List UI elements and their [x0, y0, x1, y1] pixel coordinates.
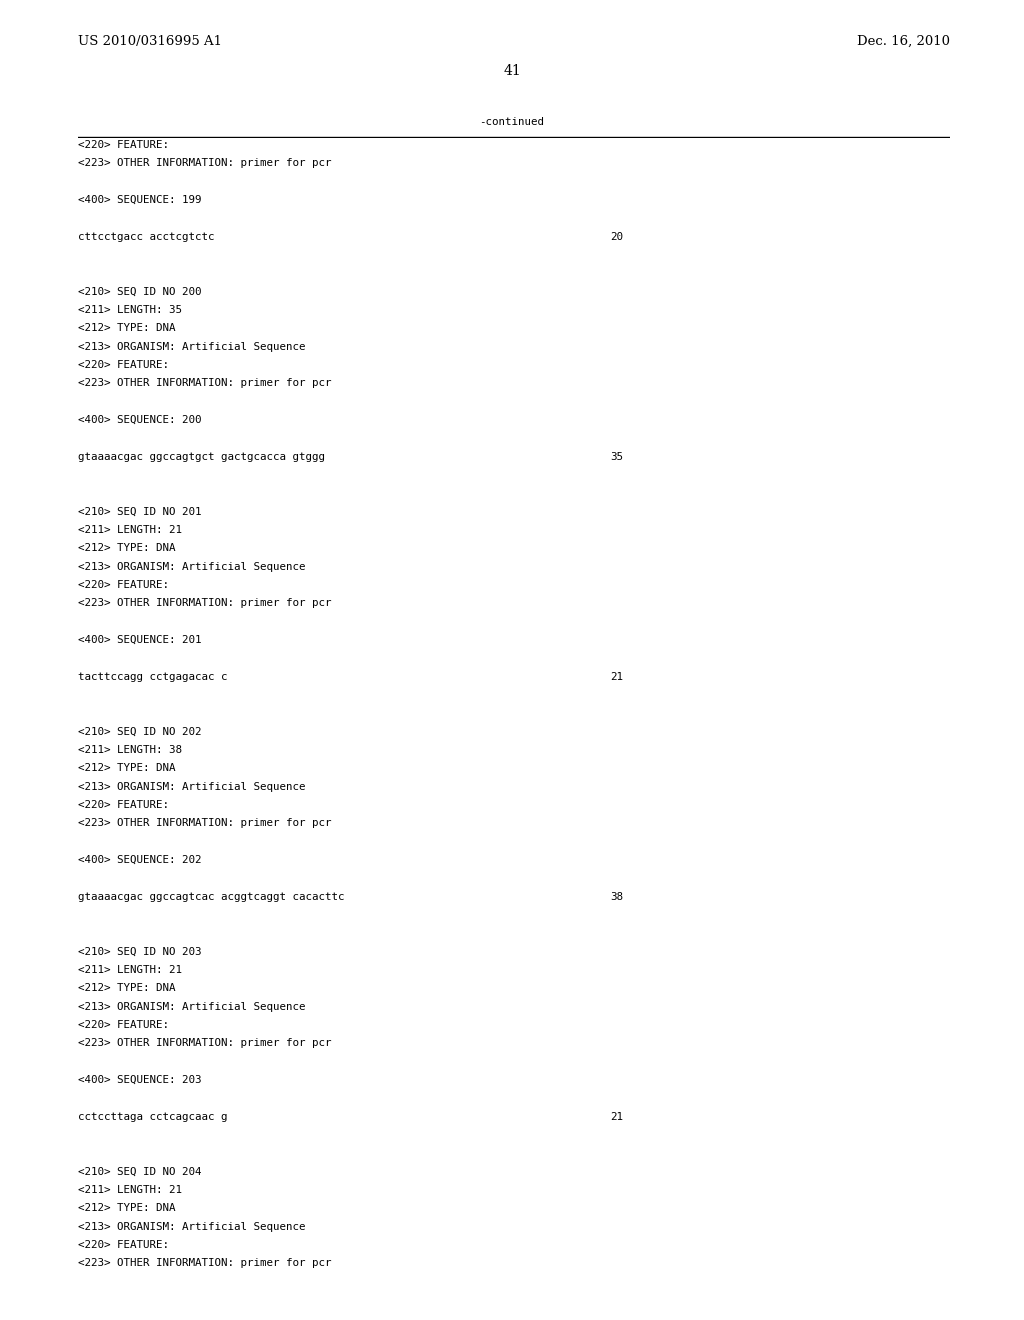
Text: <210> SEQ ID NO 204: <210> SEQ ID NO 204	[78, 1167, 202, 1176]
Text: <212> TYPE: DNA: <212> TYPE: DNA	[78, 323, 175, 334]
Text: <220> FEATURE:: <220> FEATURE:	[78, 579, 169, 590]
Text: <223> OTHER INFORMATION: primer for pcr: <223> OTHER INFORMATION: primer for pcr	[78, 379, 332, 388]
Text: <213> ORGANISM: Artificial Sequence: <213> ORGANISM: Artificial Sequence	[78, 1222, 305, 1232]
Text: <220> FEATURE:: <220> FEATURE:	[78, 1239, 169, 1250]
Text: <211> LENGTH: 21: <211> LENGTH: 21	[78, 965, 182, 975]
Text: 21: 21	[610, 1111, 623, 1122]
Text: <213> ORGANISM: Artificial Sequence: <213> ORGANISM: Artificial Sequence	[78, 342, 305, 351]
Text: gtaaaacgac ggccagtgct gactgcacca gtggg: gtaaaacgac ggccagtgct gactgcacca gtggg	[78, 451, 325, 462]
Text: 38: 38	[610, 892, 623, 902]
Text: <213> ORGANISM: Artificial Sequence: <213> ORGANISM: Artificial Sequence	[78, 781, 305, 792]
Text: <400> SEQUENCE: 203: <400> SEQUENCE: 203	[78, 1074, 202, 1085]
Text: <400> SEQUENCE: 202: <400> SEQUENCE: 202	[78, 855, 202, 865]
Text: <223> OTHER INFORMATION: primer for pcr: <223> OTHER INFORMATION: primer for pcr	[78, 598, 332, 609]
Text: <210> SEQ ID NO 200: <210> SEQ ID NO 200	[78, 286, 202, 297]
Text: <212> TYPE: DNA: <212> TYPE: DNA	[78, 544, 175, 553]
Text: <210> SEQ ID NO 202: <210> SEQ ID NO 202	[78, 727, 202, 737]
Text: cttcctgacc acctcgtctc: cttcctgacc acctcgtctc	[78, 232, 214, 242]
Text: <213> ORGANISM: Artificial Sequence: <213> ORGANISM: Artificial Sequence	[78, 562, 305, 572]
Text: <223> OTHER INFORMATION: primer for pcr: <223> OTHER INFORMATION: primer for pcr	[78, 818, 332, 829]
Text: <212> TYPE: DNA: <212> TYPE: DNA	[78, 983, 175, 994]
Text: <213> ORGANISM: Artificial Sequence: <213> ORGANISM: Artificial Sequence	[78, 1002, 305, 1011]
Text: <400> SEQUENCE: 201: <400> SEQUENCE: 201	[78, 635, 202, 645]
Text: 35: 35	[610, 451, 623, 462]
Text: <211> LENGTH: 35: <211> LENGTH: 35	[78, 305, 182, 315]
Text: <400> SEQUENCE: 200: <400> SEQUENCE: 200	[78, 414, 202, 425]
Text: 41: 41	[503, 63, 521, 78]
Text: gtaaaacgac ggccagtcac acggtcaggt cacacttc: gtaaaacgac ggccagtcac acggtcaggt cacactt…	[78, 892, 344, 902]
Text: <211> LENGTH: 21: <211> LENGTH: 21	[78, 525, 182, 535]
Text: <223> OTHER INFORMATION: primer for pcr: <223> OTHER INFORMATION: primer for pcr	[78, 1258, 332, 1269]
Text: 21: 21	[610, 672, 623, 681]
Text: <211> LENGTH: 38: <211> LENGTH: 38	[78, 744, 182, 755]
Text: <400> SEQUENCE: 199: <400> SEQUENCE: 199	[78, 195, 202, 205]
Text: <223> OTHER INFORMATION: primer for pcr: <223> OTHER INFORMATION: primer for pcr	[78, 1039, 332, 1048]
Text: <211> LENGTH: 21: <211> LENGTH: 21	[78, 1185, 182, 1195]
Text: -continued: -continued	[479, 117, 545, 127]
Text: Dec. 16, 2010: Dec. 16, 2010	[857, 36, 950, 48]
Text: <212> TYPE: DNA: <212> TYPE: DNA	[78, 763, 175, 774]
Text: <220> FEATURE:: <220> FEATURE:	[78, 140, 169, 150]
Text: cctccttaga cctcagcaac g: cctccttaga cctcagcaac g	[78, 1111, 227, 1122]
Text: tacttccagg cctgagacac c: tacttccagg cctgagacac c	[78, 672, 227, 681]
Text: US 2010/0316995 A1: US 2010/0316995 A1	[78, 36, 222, 48]
Text: <220> FEATURE:: <220> FEATURE:	[78, 800, 169, 810]
Text: <220> FEATURE:: <220> FEATURE:	[78, 360, 169, 370]
Text: 20: 20	[610, 232, 623, 242]
Text: <210> SEQ ID NO 203: <210> SEQ ID NO 203	[78, 946, 202, 957]
Text: <210> SEQ ID NO 201: <210> SEQ ID NO 201	[78, 507, 202, 516]
Text: <212> TYPE: DNA: <212> TYPE: DNA	[78, 1204, 175, 1213]
Text: <223> OTHER INFORMATION: primer for pcr: <223> OTHER INFORMATION: primer for pcr	[78, 158, 332, 169]
Text: <220> FEATURE:: <220> FEATURE:	[78, 1020, 169, 1030]
